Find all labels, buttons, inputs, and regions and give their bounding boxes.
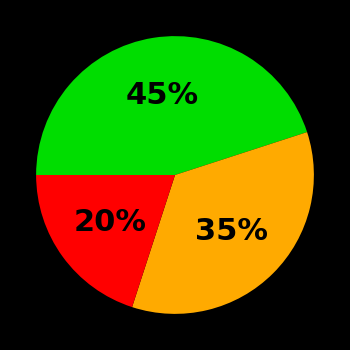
Wedge shape [36, 175, 175, 307]
Wedge shape [36, 36, 307, 175]
Text: 20%: 20% [74, 208, 146, 237]
Text: 45%: 45% [126, 81, 199, 110]
Wedge shape [132, 132, 314, 314]
Text: 35%: 35% [195, 217, 268, 246]
